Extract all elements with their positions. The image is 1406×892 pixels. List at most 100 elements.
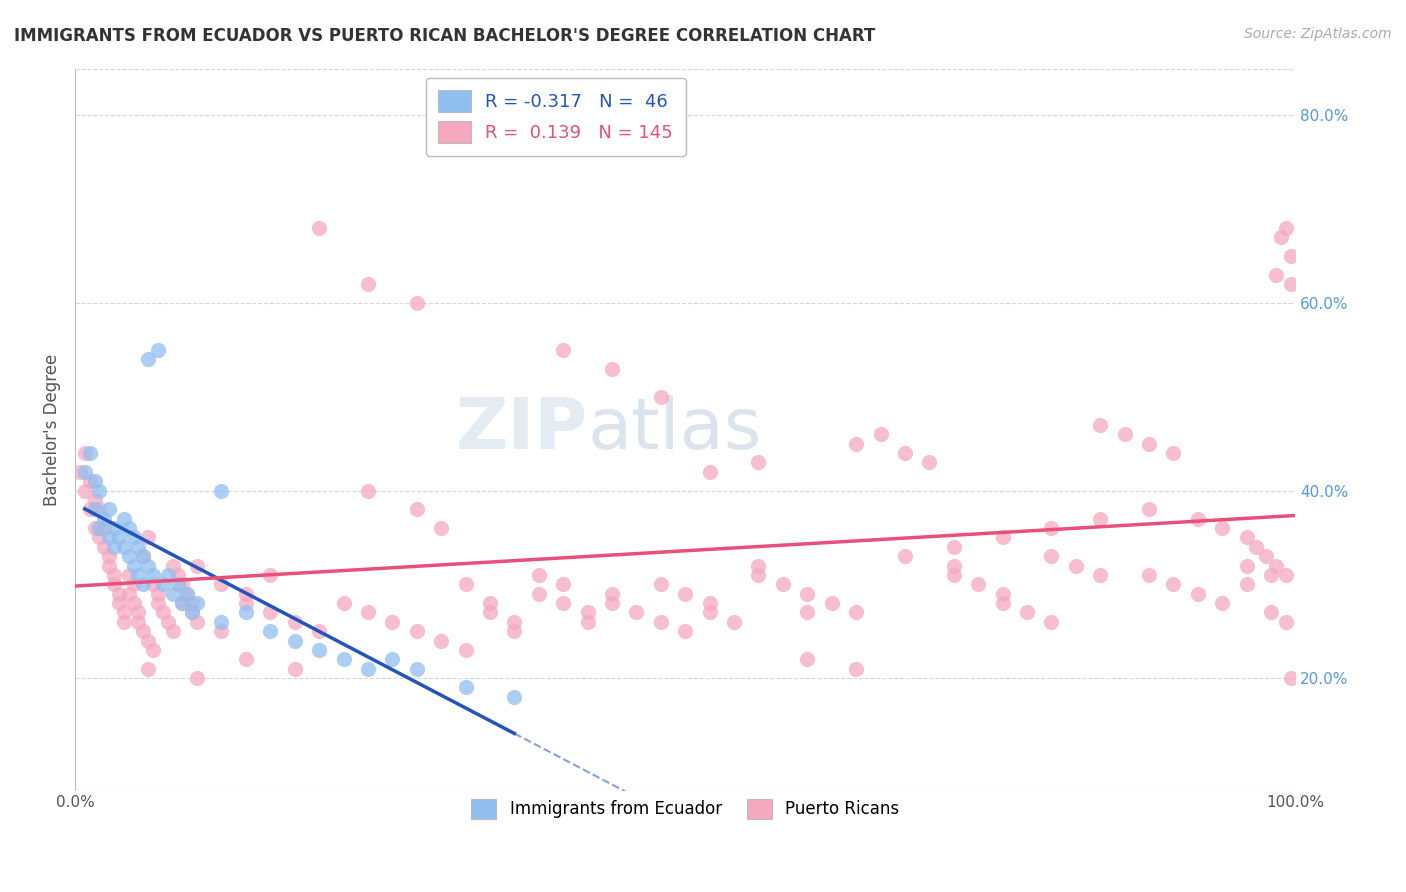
Point <box>259 606 281 620</box>
Point <box>430 521 453 535</box>
Point <box>108 587 131 601</box>
Point <box>89 521 111 535</box>
Point <box>357 606 380 620</box>
Text: Source: ZipAtlas.com: Source: ZipAtlas.com <box>1244 27 1392 41</box>
Point <box>108 530 131 544</box>
Point <box>650 615 672 629</box>
Point <box>122 596 145 610</box>
Point <box>73 483 96 498</box>
Point <box>79 502 101 516</box>
Point <box>93 511 115 525</box>
Point <box>136 662 159 676</box>
Point <box>156 568 179 582</box>
Point <box>796 587 818 601</box>
Point <box>112 540 135 554</box>
Point <box>381 615 404 629</box>
Point <box>79 446 101 460</box>
Point <box>98 502 121 516</box>
Point <box>112 615 135 629</box>
Point <box>747 558 769 573</box>
Point <box>308 643 330 657</box>
Point <box>162 587 184 601</box>
Point <box>93 540 115 554</box>
Point <box>1274 568 1296 582</box>
Point <box>332 596 354 610</box>
Point <box>98 530 121 544</box>
Point <box>430 633 453 648</box>
Point <box>942 568 965 582</box>
Point <box>136 530 159 544</box>
Point <box>181 606 204 620</box>
Point <box>478 606 501 620</box>
Point <box>136 352 159 367</box>
Point <box>942 540 965 554</box>
Point <box>103 568 125 582</box>
Point <box>308 221 330 235</box>
Point <box>103 577 125 591</box>
Point <box>142 643 165 657</box>
Text: ZIP: ZIP <box>456 395 588 464</box>
Point <box>626 606 648 620</box>
Point <box>146 596 169 610</box>
Point <box>576 606 599 620</box>
Point <box>156 615 179 629</box>
Point <box>1246 540 1268 554</box>
Point <box>991 596 1014 610</box>
Point <box>1040 549 1063 563</box>
Point <box>308 624 330 639</box>
Point <box>821 596 844 610</box>
Point <box>772 577 794 591</box>
Point <box>89 483 111 498</box>
Point <box>181 596 204 610</box>
Point <box>869 427 891 442</box>
Point <box>845 436 868 450</box>
Point <box>284 615 307 629</box>
Point <box>553 343 575 357</box>
Point <box>796 652 818 666</box>
Point <box>503 690 526 704</box>
Point <box>650 390 672 404</box>
Point <box>1064 558 1087 573</box>
Point <box>112 511 135 525</box>
Point <box>405 662 427 676</box>
Point <box>284 662 307 676</box>
Point <box>108 596 131 610</box>
Point <box>83 521 105 535</box>
Point <box>186 558 208 573</box>
Point <box>1211 596 1233 610</box>
Point <box>600 361 623 376</box>
Point <box>211 483 233 498</box>
Point <box>1264 268 1286 282</box>
Point <box>166 568 188 582</box>
Point <box>332 652 354 666</box>
Point <box>166 577 188 591</box>
Point <box>162 624 184 639</box>
Point <box>122 530 145 544</box>
Point <box>699 465 721 479</box>
Point <box>1187 511 1209 525</box>
Point <box>553 596 575 610</box>
Point <box>1163 577 1185 591</box>
Point <box>723 615 745 629</box>
Point <box>172 577 194 591</box>
Point <box>1260 568 1282 582</box>
Point <box>176 587 198 601</box>
Point <box>478 596 501 610</box>
Point <box>122 558 145 573</box>
Point <box>235 652 257 666</box>
Point <box>527 587 550 601</box>
Point <box>1274 615 1296 629</box>
Point <box>1114 427 1136 442</box>
Point <box>1274 221 1296 235</box>
Text: atlas: atlas <box>588 395 762 464</box>
Legend: Immigrants from Ecuador, Puerto Ricans: Immigrants from Ecuador, Puerto Ricans <box>464 792 905 826</box>
Point <box>1236 530 1258 544</box>
Point <box>211 615 233 629</box>
Point <box>991 587 1014 601</box>
Point <box>1163 446 1185 460</box>
Point <box>454 643 477 657</box>
Point <box>176 587 198 601</box>
Point <box>1040 615 1063 629</box>
Point <box>1015 606 1038 620</box>
Point <box>132 549 155 563</box>
